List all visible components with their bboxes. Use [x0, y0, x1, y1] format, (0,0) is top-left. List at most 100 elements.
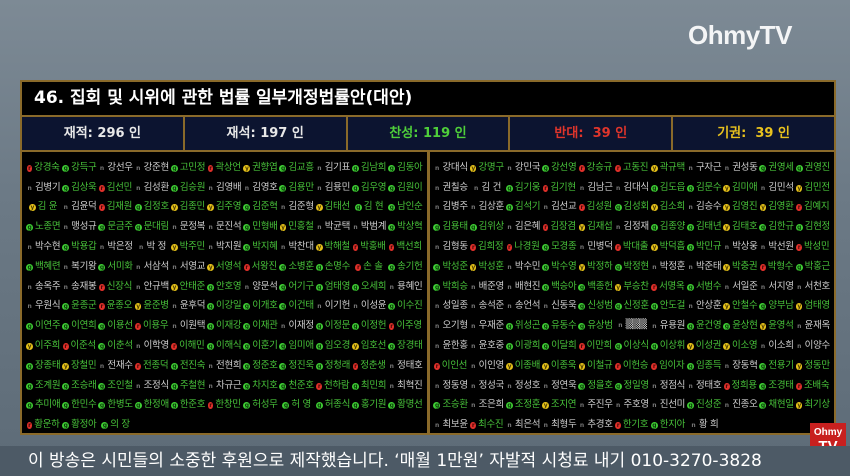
- member-vote: g허성무: [242, 396, 278, 410]
- member-vote: y최기상: [795, 396, 831, 410]
- member-vote: n정점식: [650, 377, 686, 391]
- member-name: g정일영: [616, 379, 649, 391]
- member-vote: y김주영: [206, 198, 242, 212]
- member-vote: g박홍근: [795, 258, 831, 272]
- member-name: g김 현: [356, 201, 384, 213]
- member-name: r손 솔: [356, 260, 383, 272]
- member-name: g김남희: [353, 161, 387, 173]
- right-member-panel: n강대식 y강명구 n강민국 g강선영 r강승규 r고동진 y곽규택 n구자근 n권성동 g권영세…: [430, 152, 835, 435]
- member-name: n최은석: [507, 419, 541, 431]
- member-vote: r김재원: [97, 198, 133, 212]
- member-vote: g정진욱: [279, 357, 315, 371]
- member-name: g박민규: [688, 241, 722, 253]
- member-vote: y이종욱: [541, 357, 577, 371]
- member-name: g김태년: [688, 221, 722, 233]
- member-name: g김기웅: [507, 181, 541, 193]
- member-name: g김문수: [688, 181, 722, 193]
- member-vote: g윤상현: [722, 317, 758, 331]
- member-row: r황운하 g황정아 g의 장: [25, 413, 424, 433]
- member-name: n서일준: [724, 280, 758, 292]
- member-vote: y김미애: [722, 179, 758, 193]
- member-name: g의 장: [102, 419, 130, 431]
- member-vote: g이개호: [242, 297, 278, 311]
- member-vote: y박충권: [722, 258, 758, 272]
- member-row: g추미애 g한민수 g한병도 g한정애 g한준호 r한창민 g허성무 g허 영 g허종식 g홍기원…: [25, 394, 424, 414]
- member-name: g전진숙: [172, 359, 206, 371]
- member-name: y안철수: [724, 300, 758, 312]
- member-vote: n오기형: [433, 317, 469, 331]
- member-name: y박주민: [172, 241, 206, 253]
- member-vote: r이해민: [170, 337, 206, 351]
- member-vote: g남인순: [387, 198, 423, 212]
- member-name: n진종오: [724, 399, 758, 411]
- member-vote: y김영진: [722, 198, 758, 212]
- member-vote: n김 건: [469, 179, 505, 193]
- member-name: n김 건: [474, 181, 502, 193]
- member-row: g박희승 n배준영 n배현진 g백승아 g백종헌 y부승찬 r서명옥 g서범수 n서일준 n서지영…: [433, 275, 832, 295]
- member-vote: r박성민: [795, 238, 831, 252]
- member-name: r박대출: [616, 241, 649, 253]
- member-vote: g전진숙: [170, 357, 206, 371]
- member-vote: n박균택: [315, 218, 351, 232]
- member-name: g박지혜: [244, 241, 278, 253]
- member-vote: g주철현: [170, 377, 206, 391]
- member-name: g김동아: [389, 161, 423, 173]
- member-row: g이연주 g이연희 g이용선 r이용우 n이원택 g이재강 g이재관 n이재정 g이정문 g이정헌…: [25, 314, 424, 334]
- member-vote: g진성준: [686, 396, 722, 410]
- member-name: g서범수: [688, 280, 722, 292]
- member-vote: n이학영: [134, 337, 170, 351]
- member-vote: g위성곤: [505, 317, 541, 331]
- member-vote: n김정재: [614, 218, 650, 232]
- member-vote: y박주민: [170, 238, 206, 252]
- member-vote: n강민국: [505, 159, 541, 173]
- member-name: y김 윤: [30, 201, 58, 213]
- member-name: n박균택: [317, 221, 351, 233]
- member-vote: n우원식: [25, 297, 61, 311]
- member-vote: n최보윤: [433, 416, 469, 430]
- member-name: g강선영: [543, 161, 577, 173]
- member-vote: r한기호: [614, 416, 650, 430]
- member-name: g유상범: [579, 320, 613, 332]
- member-vote: r강승규: [577, 159, 613, 173]
- member-name: g김석기: [507, 201, 541, 213]
- member-vote: r천하람: [315, 377, 351, 391]
- member-name: r천하람: [317, 379, 350, 391]
- member-vote: g안호영: [206, 278, 242, 292]
- member-vote: n이소희: [758, 337, 794, 351]
- member-vote: n송옥주: [25, 278, 61, 292]
- member-vote: n김병주: [433, 198, 469, 212]
- member-vote: y박덕흠: [650, 238, 686, 252]
- member-name: n정태호: [688, 379, 722, 391]
- member-vote: n서삼석: [134, 258, 170, 272]
- member-name: r서왕진: [245, 260, 277, 272]
- member-row: n김형동 r김희정 r나경원 g모경종 n민병덕 r박대출 y박덕흠 g박민규 n박상웅 n박선원…: [433, 235, 832, 255]
- stat-total-members: 재적: 296 인: [22, 117, 185, 150]
- member-name: g윤종군: [63, 300, 97, 312]
- member-row: g박성준 y박성훈 n박수민 g박수영 y박정하 g박정현 n박정훈 n박준태 y박충권 r박형수…: [433, 255, 832, 275]
- member-name: g안도걸: [652, 300, 686, 312]
- member-vote: n이원택: [170, 317, 206, 331]
- member-vote: g이수진: [387, 297, 423, 311]
- member-vote: n김남근: [577, 179, 613, 193]
- member-vote: g오세희: [351, 278, 387, 292]
- member-name: r강승규: [580, 161, 612, 173]
- member-name: y곽규택: [652, 161, 685, 173]
- member-vote: g김용태: [433, 218, 469, 232]
- member-name: g이연주: [27, 320, 61, 332]
- member-vote: n정성호: [505, 377, 541, 391]
- member-name: y김종민: [172, 201, 206, 213]
- member-name: r강경숙: [28, 161, 60, 173]
- member-name: n정점식: [652, 379, 686, 391]
- member-name: r박형수: [761, 260, 794, 272]
- member-vote: n박수민: [505, 258, 541, 272]
- member-vote: g조경태: [758, 377, 794, 391]
- member-vote: g허 영: [279, 396, 315, 410]
- member-vote: y곽규택: [650, 159, 686, 173]
- member-vote: g이달희: [541, 337, 577, 351]
- member-name: g엄태영: [317, 280, 351, 292]
- member-name: n권칠승: [434, 181, 468, 193]
- member-vote: y조지연: [541, 396, 577, 410]
- member-name: g장경태: [389, 340, 423, 352]
- member-name: y강명구: [471, 161, 504, 173]
- member-name: n박선원: [760, 241, 794, 253]
